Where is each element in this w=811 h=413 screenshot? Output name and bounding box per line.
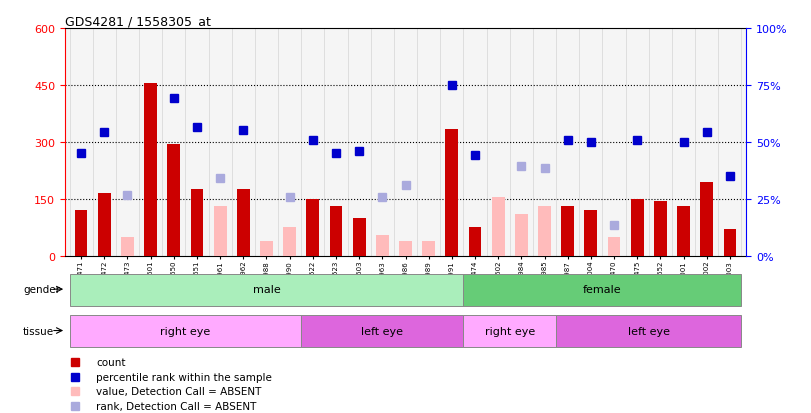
Bar [607, 237, 620, 256]
Bar [723, 230, 736, 256]
Bar [75, 211, 88, 256]
Bar [463, 316, 556, 347]
Bar [301, 316, 463, 347]
Bar [463, 274, 741, 306]
Bar [191, 190, 204, 256]
Text: value, Detection Call = ABSENT: value, Detection Call = ABSENT [96, 386, 261, 396]
Text: right eye: right eye [161, 326, 211, 336]
Text: gender: gender [24, 285, 60, 294]
Bar [98, 194, 110, 256]
Text: tissue: tissue [24, 326, 54, 336]
Bar [70, 274, 463, 306]
Bar [167, 145, 180, 256]
Text: female: female [583, 285, 622, 294]
Bar [561, 207, 574, 256]
Bar [677, 207, 690, 256]
Bar [237, 190, 250, 256]
Bar [353, 218, 366, 256]
Bar [283, 228, 296, 256]
Text: GDS4281 / 1558305_at: GDS4281 / 1558305_at [65, 15, 211, 28]
Text: male: male [252, 285, 281, 294]
Bar [539, 207, 551, 256]
Bar [515, 214, 528, 256]
Bar [329, 207, 342, 256]
Text: left eye: left eye [362, 326, 403, 336]
Bar [399, 241, 412, 256]
Bar [469, 228, 482, 256]
Text: left eye: left eye [628, 326, 670, 336]
Bar [376, 235, 388, 256]
Bar [585, 211, 597, 256]
Bar [491, 197, 504, 256]
Bar [144, 84, 157, 256]
Text: right eye: right eye [485, 326, 535, 336]
Text: percentile rank within the sample: percentile rank within the sample [96, 372, 272, 382]
Bar [307, 199, 320, 256]
Bar [423, 241, 435, 256]
Text: count: count [96, 357, 126, 368]
Bar [70, 316, 301, 347]
Bar [701, 182, 713, 256]
Bar [445, 129, 458, 256]
Bar [654, 201, 667, 256]
Bar [260, 241, 272, 256]
Bar [556, 316, 741, 347]
Bar [121, 237, 134, 256]
Bar [631, 199, 644, 256]
Bar [214, 207, 226, 256]
Text: rank, Detection Call = ABSENT: rank, Detection Call = ABSENT [96, 401, 256, 411]
